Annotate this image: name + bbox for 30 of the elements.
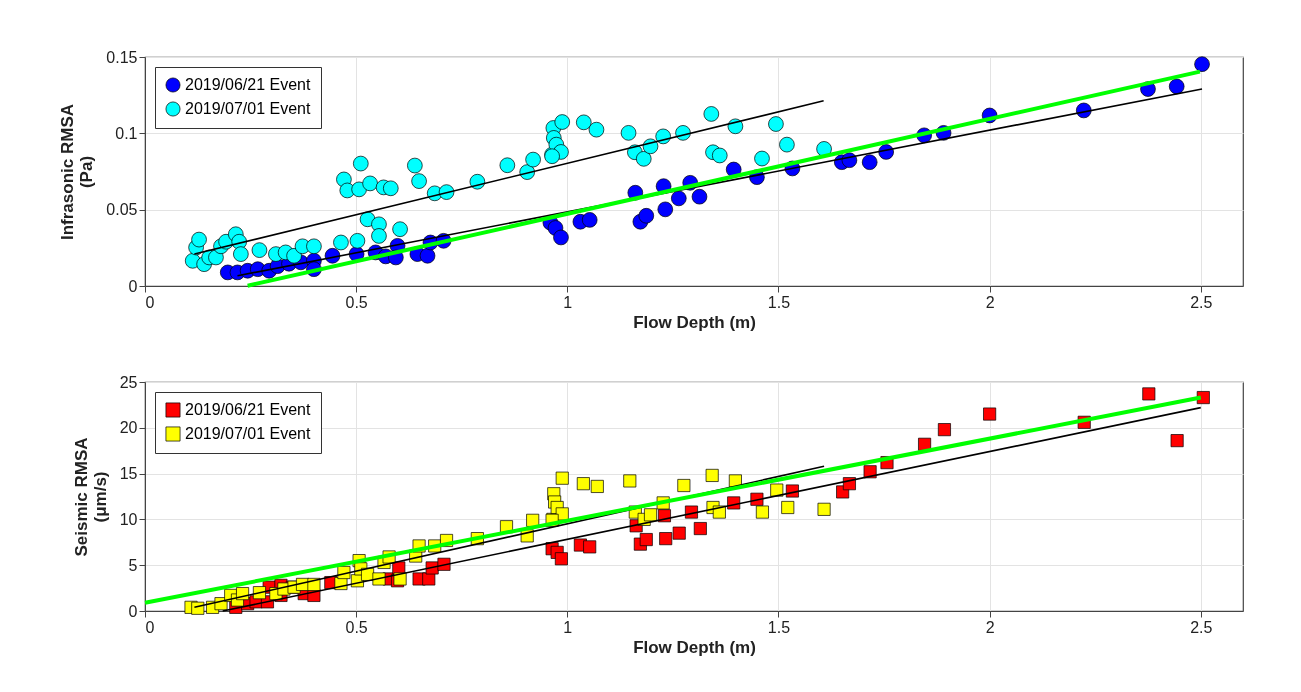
x-tick-label: 1.5 [767,293,791,311]
x-tick-label: 2 [985,618,995,636]
legend-label: 2019/07/01 Event [185,100,311,117]
y-tick-label: 5 [128,556,138,574]
x-axis-title: Flow Depth (m) [633,637,756,657]
y-tick-label: 20 [119,419,138,437]
x-tick-label: 1 [563,618,573,636]
x-tick-label: 2 [985,293,995,311]
y-tick-label: 0 [128,277,138,295]
y-tick-label: 0.1 [115,124,138,142]
y-tick-label: 0.05 [106,201,138,219]
x-tick-label: 1.5 [767,618,791,636]
x-tick-label: 1 [563,293,573,311]
y-tick-label: 10 [119,510,138,528]
x-tick-label: 2.5 [1190,293,1213,311]
legend-label: 2019/07/01 Event [185,425,311,442]
y-tick-label: 0.15 [106,48,138,66]
y-tick-label: 25 [119,373,138,391]
legend-label: 2019/06/21 Event [185,76,311,93]
y-tick-label: 0 [128,602,138,620]
y-axis-title: Seismic RMSA (μm/s) [71,437,110,557]
x-tick-label: 2.5 [1190,618,1213,636]
legend-label: 2019/06/21 Event [185,401,311,418]
x-tick-label: 0.5 [345,618,368,636]
y-tick-label: 15 [119,465,138,483]
x-tick-label: 0 [145,618,155,636]
y-axis-title: Infrasonic RMSA (Pa) [58,103,97,241]
x-tick-label: 0 [145,293,155,311]
x-axis-title: Flow Depth (m) [633,312,756,332]
x-tick-label: 0.5 [345,293,368,311]
